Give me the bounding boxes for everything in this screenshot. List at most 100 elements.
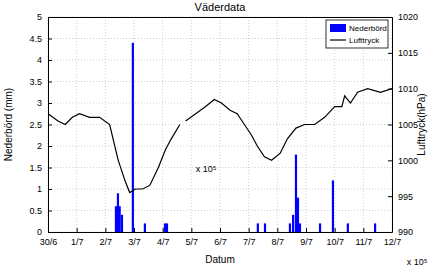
bar [332,180,334,232]
tick-label: 1015 [398,48,418,58]
tick: 1015 [388,48,418,58]
bar [166,223,168,232]
tick: 4/7 [157,228,170,247]
tick-label: 1/7 [71,237,84,247]
tick: 0.5 [29,206,52,216]
tick: 4.5 [29,34,52,44]
tick-label: 995 [398,192,413,202]
tick-mark [48,232,52,233]
bar [164,223,166,232]
tick: 4 [37,55,52,65]
tick-label: 4/7 [157,237,170,247]
tick: 7/7 [243,228,256,247]
tick-label: 0.5 [29,206,42,216]
tick-label: 990 [398,227,413,237]
bar [374,223,376,232]
tick-label: 6/7 [214,237,227,247]
bar [292,215,294,232]
grid-line [48,60,392,61]
tick-label: 3 [37,98,42,108]
tick: 5/7 [186,228,199,247]
tick-mark [306,228,307,232]
grid-line [48,81,392,82]
title: Väderdata [195,1,247,13]
tick-label: 11/7 [355,237,372,247]
tick-label: 3.5 [29,77,42,87]
axis-line [49,17,393,18]
tick: 1010 [388,84,418,94]
bar [144,223,146,232]
tick-mark [48,60,52,61]
grid-line [48,210,392,211]
tick-mark [388,232,392,233]
bar [132,43,134,232]
grid-line [48,167,392,168]
tick-mark [388,196,392,197]
y-axis-title: Nederbörd (mm) [3,88,14,161]
tick-label: 4.5 [29,34,42,44]
bar [347,223,349,232]
tick-label: 2/7 [100,237,113,247]
tick-mark [77,228,78,232]
grid-line [48,124,392,125]
tick: 1000 [388,156,418,166]
tick-label: 4 [37,55,42,65]
y2-axis-title: Lufttryck(hPa) [416,93,427,155]
axis-line [49,232,393,233]
tick-label: 2 [37,141,42,151]
x-axis: 30/61/72/73/74/75/76/77/78/79/710/711/71… [40,228,402,247]
tick-label: 1.5 [29,163,42,173]
tick-mark [388,53,392,54]
bar [297,198,299,232]
tick-label: 1 [37,184,42,194]
tick: 2/7 [100,228,113,247]
tick: 11/7 [355,228,372,247]
legend-label: Nederbörd [349,24,387,33]
tick-label: 1020 [398,12,418,22]
tick-mark [388,17,392,18]
legend: NederbördLufttryck [326,20,388,48]
tick-label: 8/7 [272,237,285,247]
tick: 1.5 [29,163,52,173]
tick-label: 30/6 [40,237,58,247]
chart: 30/61/72/73/74/75/76/77/78/79/710/711/71… [0,0,431,268]
grid-line [334,17,335,232]
tick-label: 5/7 [186,237,199,247]
bar [121,215,123,232]
tick-mark [335,228,336,232]
tick-mark [48,168,52,169]
plot-area [48,17,392,232]
tick: 5 [37,12,52,22]
bar [319,223,321,232]
tick: 995 [388,192,413,202]
bar [264,223,266,232]
tick-mark [191,228,192,232]
tick: 990 [388,227,413,237]
bar [295,155,297,232]
tick: 0 [37,227,52,237]
tick: 1/7 [71,228,84,247]
tick-label: 0 [37,227,42,237]
marks [48,43,392,232]
tick: 9/7 [300,228,313,247]
tick-mark [105,228,106,232]
tick-mark [277,228,278,232]
tick-mark [220,228,221,232]
grid-line [48,146,392,147]
x-axis-title: Datum [205,254,234,265]
y2-axis: 99099510001005101010151020 [388,12,418,237]
tick-label: 3/7 [128,237,141,247]
tick-label: 7/7 [243,237,256,247]
tick-mark [48,82,52,83]
tick-label: 5 [37,12,42,22]
tick-label: 1000 [398,156,418,166]
tick: 3 [37,98,52,108]
tick-mark [48,211,52,212]
tick-mark [48,17,52,18]
bar [115,206,117,232]
tick-mark [249,228,250,232]
line [48,89,392,193]
legend-box [326,20,388,48]
tick-mark [363,228,364,232]
tick: 1 [37,184,52,194]
